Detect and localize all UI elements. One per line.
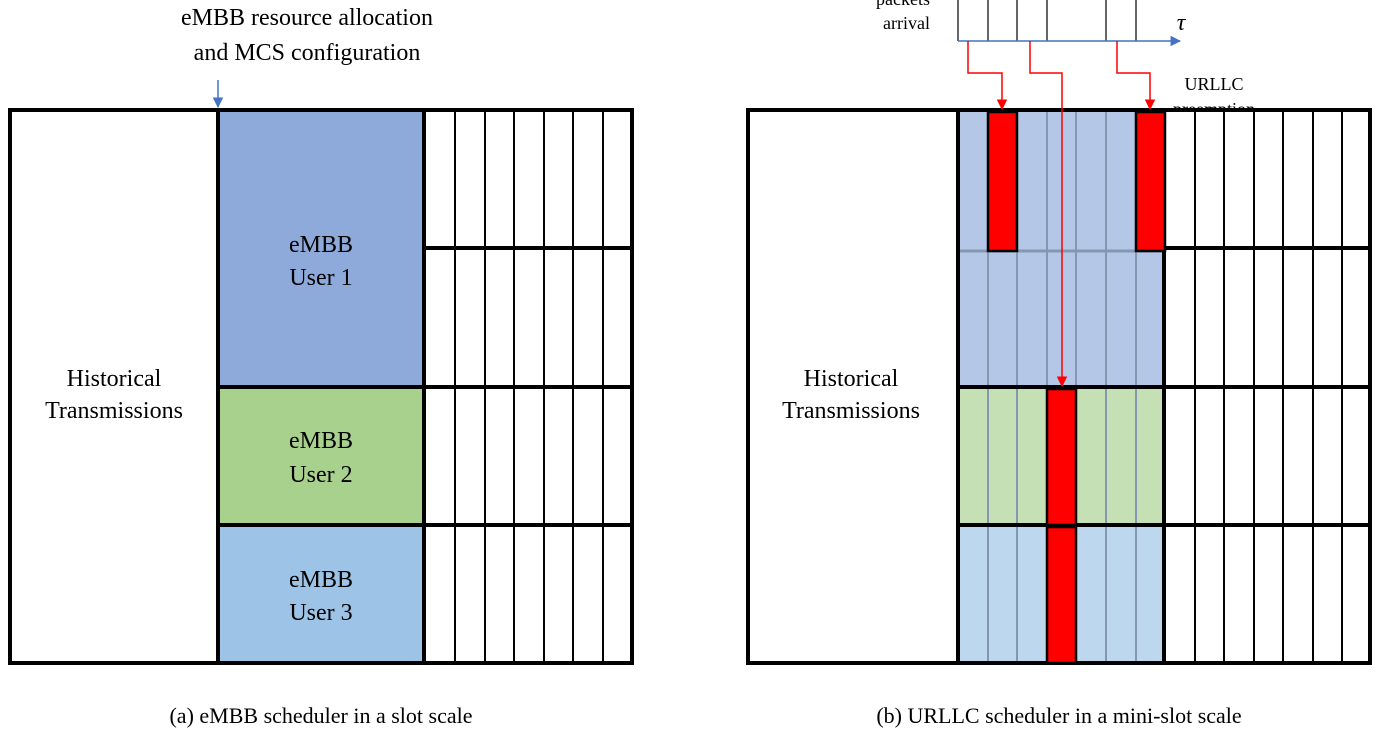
panel-b: packets arrival τ URLLC preemption bbox=[746, 0, 1372, 728]
urllc-block-2 bbox=[1134, 110, 1167, 253]
embb-user3-block bbox=[216, 523, 426, 665]
embb-user2-block bbox=[216, 385, 426, 527]
urllc-arrival-arrows bbox=[967, 41, 1156, 388]
resource-allocation-label-line1: eMBB resource allocation bbox=[181, 5, 433, 31]
embb-user1-label-line1: eMBB bbox=[289, 232, 353, 258]
embb-user3-label-line1: eMBB bbox=[289, 567, 353, 593]
embb-user1-block bbox=[216, 108, 426, 389]
embb-user1-label-line2: User 1 bbox=[289, 265, 352, 291]
embb-user3-label-line2: User 3 bbox=[289, 600, 352, 626]
panel-b-future-grid bbox=[1164, 110, 1370, 663]
urllc-block-1 bbox=[986, 110, 1019, 253]
urllc-preemption-label-line1: URLLC bbox=[1184, 74, 1243, 94]
panel-a: eMBB resource allocation and MCS configu… bbox=[8, 5, 634, 728]
historical-label-b-line2: Transmissions bbox=[782, 398, 920, 424]
arrival-timeline-ticks bbox=[957, 0, 1137, 41]
embb-user2-label-line2: User 2 bbox=[289, 462, 352, 488]
historical-label-line2: Transmissions bbox=[45, 398, 183, 424]
panel-b-caption: (b) URLLC scheduler in a mini-slot scale bbox=[876, 703, 1241, 728]
panel-a-caption: (a) eMBB scheduler in a slot scale bbox=[169, 703, 472, 728]
urllc-block-3a bbox=[1045, 387, 1078, 527]
packets-arrival-label-line2: arrival bbox=[883, 13, 930, 33]
historical-label-line1: Historical bbox=[67, 366, 162, 392]
historical-label-b-line1: Historical bbox=[804, 366, 899, 392]
panel-a-future-grid bbox=[424, 110, 632, 663]
tau-symbol: τ bbox=[1177, 10, 1187, 36]
embb-user2-label-line1: eMBB bbox=[289, 428, 353, 454]
urllc-block-3b bbox=[1045, 525, 1078, 665]
resource-allocation-label-line2: and MCS configuration bbox=[194, 40, 421, 66]
packets-arrival-label-line1: packets bbox=[876, 0, 930, 9]
